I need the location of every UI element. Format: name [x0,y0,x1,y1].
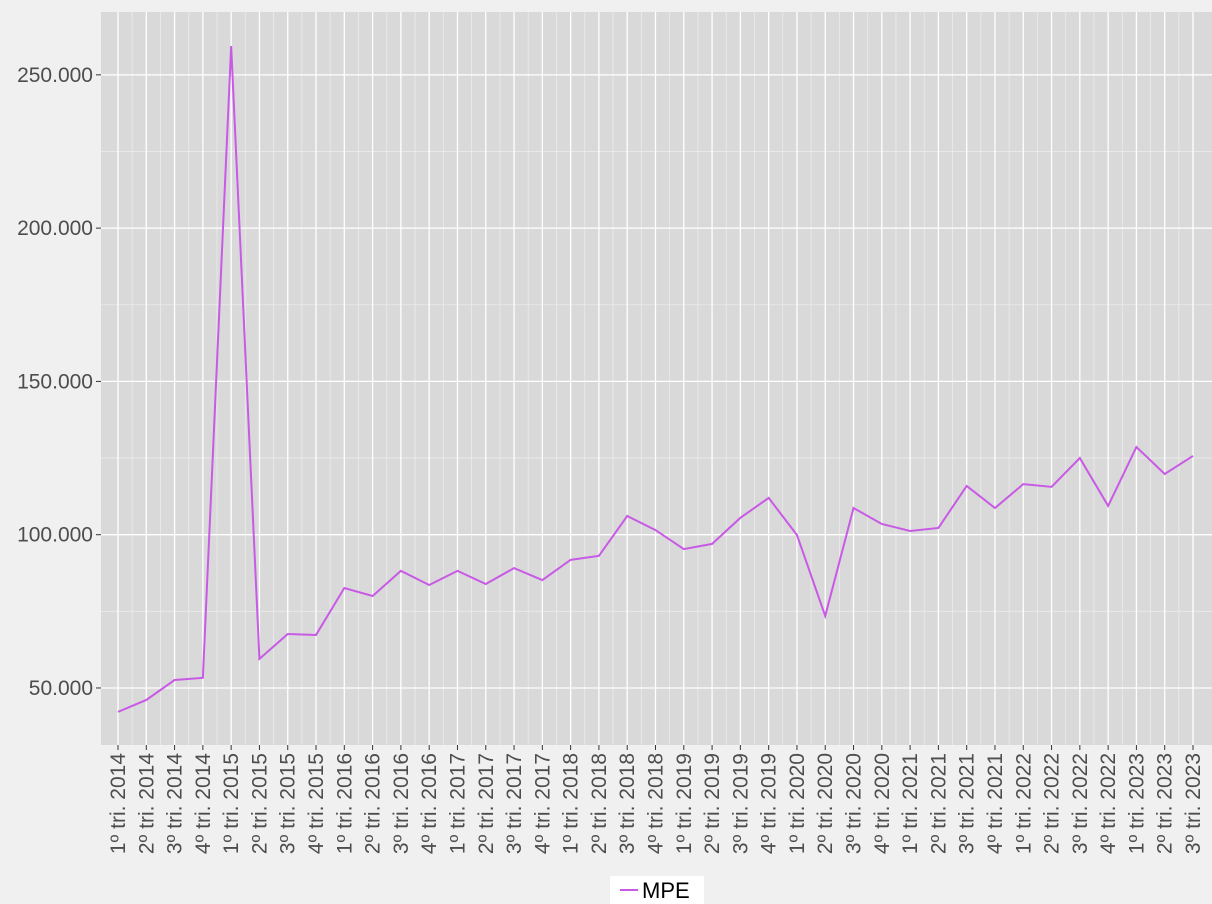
x-tick-label: 3º tri. 2020 [843,753,866,854]
line [117,45,1194,713]
x-tick-label: 1º tri. 2016 [333,753,356,854]
x-tick-label: 1º tri. 2023 [1125,753,1148,854]
x-tick-label: 4º tri. 2016 [418,753,441,854]
y-tick-label: 100.000 [17,524,93,547]
x-tick-label: 2º tri. 2016 [362,753,385,854]
x-tick-label: 4º tri. 2021 [984,753,1007,854]
x-tick-label: 1º tri. 2018 [560,753,583,854]
x-tick-label: 2º tri. 2014 [135,753,158,854]
x-tick-label: 2º tri. 2017 [475,753,498,854]
x-tick-label: 1º tri. 2017 [446,753,469,854]
legend-label: MPE [642,878,690,903]
plot-panel [101,12,1212,745]
x-tick-label: 1º tri. 2022 [1012,753,1035,854]
x-tick-label: 2º tri. 2022 [1041,753,1064,854]
x-tick-label: 3º tri. 2015 [277,753,300,854]
x-tick-label: 3º tri. 2017 [503,753,526,854]
y-tick-label: 50.000 [29,677,93,700]
x-tick-label: 3º tri. 2021 [956,753,979,854]
x-tick-label: 1º tri. 2021 [899,753,922,854]
x-tick-label: 4º tri. 2020 [871,753,894,854]
x-tick-label: 2º tri. 2023 [1154,753,1177,854]
y-tick-label: 150.000 [17,370,93,393]
x-tick-label: 1º tri. 2015 [220,753,243,854]
x-tick-label: 3º tri. 2023 [1182,753,1205,854]
x-tick-label: 2º tri. 2019 [701,753,724,854]
x-tick-label: 3º tri. 2022 [1069,753,1092,854]
x-tick-label: 2º tri. 2015 [248,753,271,854]
x-tick-label: 1º tri. 2014 [107,753,130,854]
y-tick-label: 200.000 [17,217,93,240]
x-tick-label: 3º tri. 2014 [164,753,187,854]
x-tick-label: 2º tri. 2020 [814,753,837,854]
x-tick-label: 4º tri. 2018 [645,753,668,854]
x-tick-label: 3º tri. 2018 [616,753,639,854]
x-tick-label: 4º tri. 2022 [1097,753,1120,854]
x-tick-label: 2º tri. 2018 [588,753,611,854]
x-tick-label: 3º tri. 2016 [390,753,413,854]
y-tick-label: 250.000 [17,64,93,87]
x-tick-label: 4º tri. 2017 [531,753,554,854]
x-tick-label: 4º tri. 2014 [192,753,215,854]
x-tick-label: 2º tri. 2021 [927,753,950,854]
x-tick-label: 1º tri. 2019 [673,753,696,854]
x-tick-label: 3º tri. 2019 [729,753,752,854]
x-tick-label: 4º tri. 2019 [758,753,781,854]
x-tick-label: 4º tri. 2015 [305,753,328,854]
x-tick-label: 1º tri. 2020 [786,753,809,854]
